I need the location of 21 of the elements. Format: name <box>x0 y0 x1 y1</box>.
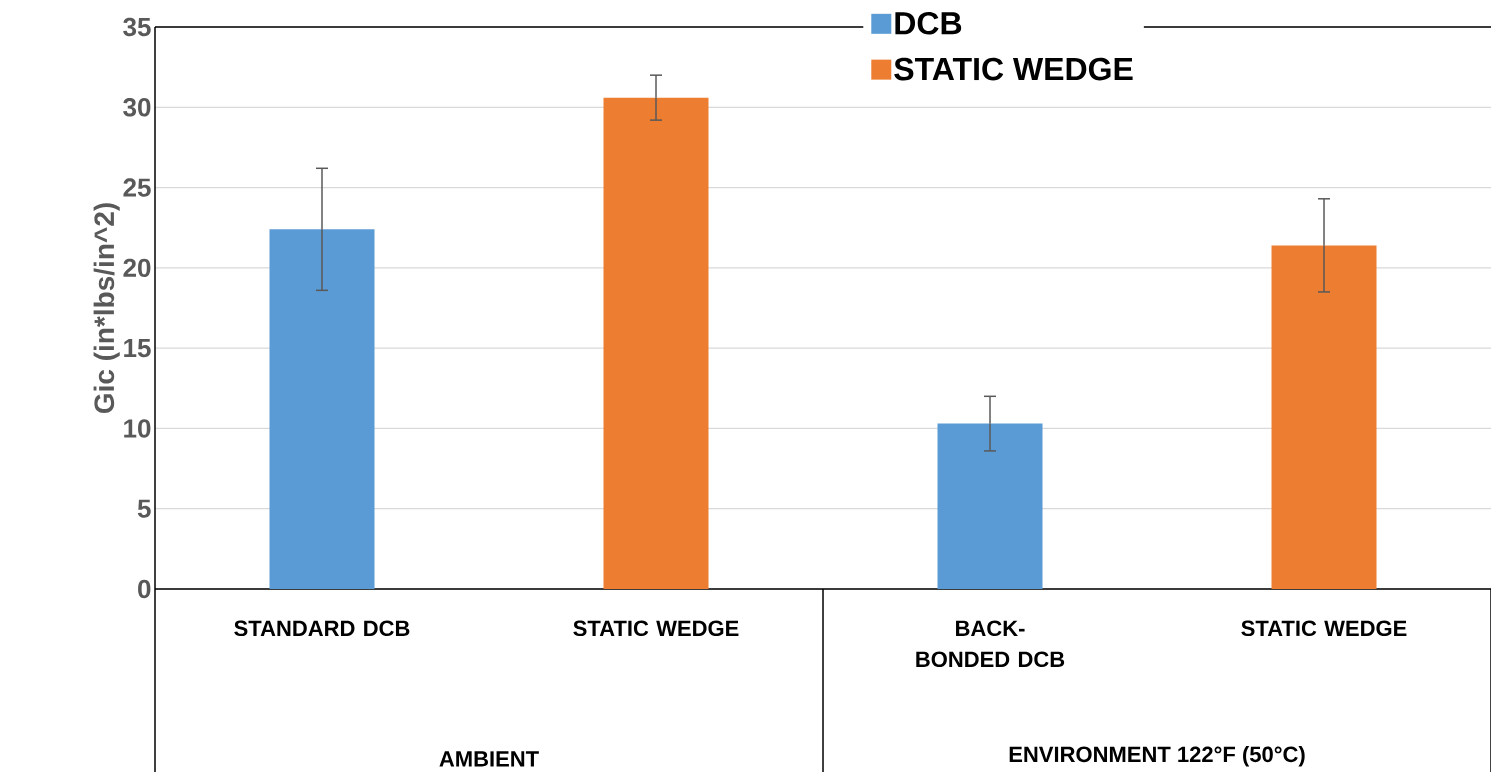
y-tick-label: 35 <box>123 17 151 37</box>
x-tick-label: BACK-BONDED DCB <box>916 620 1065 668</box>
y-tick-label: 10 <box>124 419 151 438</box>
y-tick-label: 0 <box>138 579 151 599</box>
text: AMBIENT <box>439 751 539 767</box>
y-tick-label: 30 <box>123 98 151 117</box>
y-tick-label: 5 <box>137 499 151 518</box>
y-tick-label: 20 <box>123 258 151 278</box>
x-tick-label: STATIC WEDGE <box>573 620 739 637</box>
text: ENVIRONMENT 122°F (50°C) <box>1009 745 1305 767</box>
legend-label: STATIC WEDGE <box>894 57 1133 81</box>
bar <box>1271 245 1377 589</box>
legend-label: DCB <box>895 11 962 35</box>
y-tick-label: 15 <box>124 339 151 358</box>
y-axis-title: Gic (in*lbs/in^2) <box>93 203 120 414</box>
x-tick-label: STATIC WEDGE <box>1241 620 1407 637</box>
x-tick-label: STANDARD DCB <box>234 620 410 637</box>
bar <box>603 97 709 589</box>
bar <box>937 423 1043 589</box>
y-tick-label: 25 <box>123 178 151 197</box>
bar <box>269 229 375 589</box>
